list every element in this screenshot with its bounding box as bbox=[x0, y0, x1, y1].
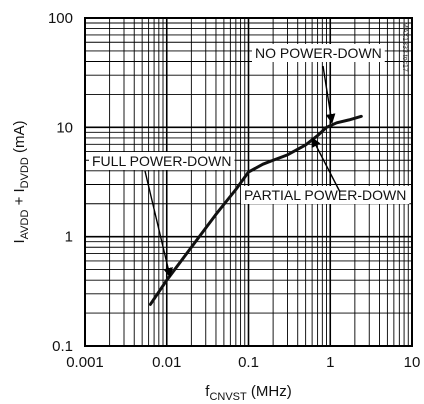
x-axis-title: fCNVST (MHz) bbox=[205, 383, 291, 403]
y-axis-title-part3: (mA) bbox=[11, 120, 28, 157]
y-axis-title-sub1: AVDD bbox=[19, 210, 31, 240]
annotation-box bbox=[241, 186, 410, 204]
figure-id-label: MAX1333 toc17 bbox=[401, 22, 408, 72]
annotation-box bbox=[252, 44, 385, 62]
y-tick-label: 1 bbox=[65, 229, 73, 246]
series-group bbox=[148, 114, 363, 306]
annotation-label: NO POWER-DOWN bbox=[255, 45, 382, 61]
annotation-box bbox=[89, 152, 235, 170]
grid-lines bbox=[85, 18, 412, 346]
x-axis-title-subscript: CNVST bbox=[209, 391, 247, 403]
x-axis-title-unit: (MHz) bbox=[247, 383, 292, 400]
x-tick-label: 1 bbox=[326, 354, 334, 371]
y-tick-label: 0.1 bbox=[52, 338, 73, 355]
annotation-arrow bbox=[144, 170, 173, 278]
y-tick-label: 10 bbox=[56, 119, 73, 136]
y-axis-title: IAVDD + IDVDD (mA) bbox=[11, 120, 31, 243]
annotations-group: NO POWER-DOWN FULL POWER-DOWN PARTIAL POWE… bbox=[89, 44, 410, 278]
annotation-arrow bbox=[311, 137, 341, 193]
x-tick-label: 0.01 bbox=[152, 354, 181, 371]
annotation-arrow bbox=[322, 65, 336, 124]
annotation-label: FULL POWER-DOWN bbox=[92, 153, 231, 169]
plot-area-frame bbox=[84, 17, 413, 347]
y-tick-label: 100 bbox=[48, 10, 73, 27]
x-tick-label: 10 bbox=[404, 354, 421, 371]
x-tick-label: 0.001 bbox=[66, 354, 104, 371]
y-axis-title-part2: + I bbox=[11, 188, 28, 209]
tick-labels: 0.001 0.01 0.1 1 10 0.1 1 10 100 bbox=[48, 10, 420, 371]
series-line bbox=[148, 114, 363, 306]
x-axis-title-main: f bbox=[205, 383, 210, 400]
annotation-label: PARTIAL POWER-DOWN bbox=[244, 187, 406, 203]
y-axis-title-part1: I bbox=[11, 239, 28, 243]
x-tick-label: 0.1 bbox=[238, 354, 259, 371]
y-axis-title-sub2: DVDD bbox=[19, 157, 31, 188]
